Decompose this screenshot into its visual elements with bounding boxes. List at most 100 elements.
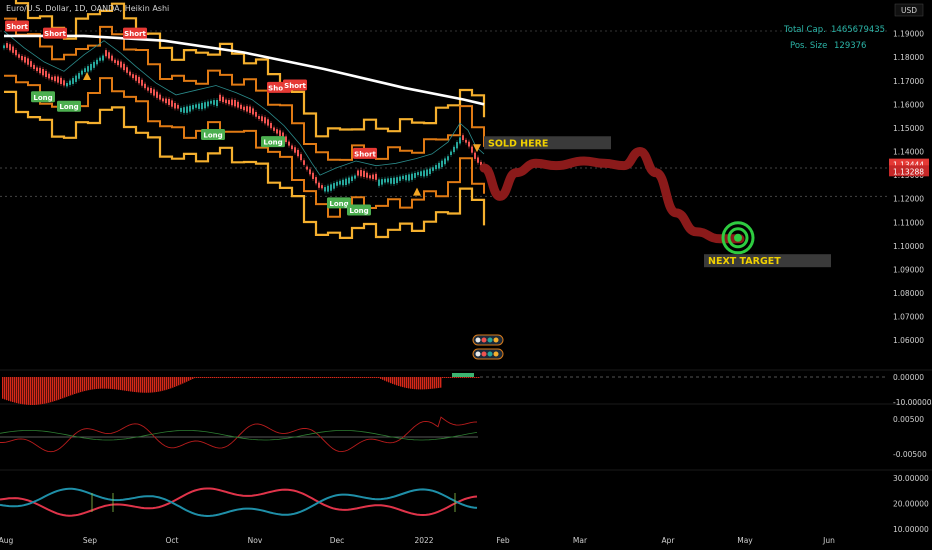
candle-body	[348, 177, 350, 184]
candle-body	[408, 174, 410, 181]
y-tick-label: 1.10000	[893, 242, 924, 251]
histogram-bar	[312, 377, 314, 378]
candle-body	[60, 77, 62, 85]
y-tick-label: 1.07000	[893, 313, 924, 322]
candle-body	[111, 55, 113, 61]
candle-body	[15, 49, 17, 56]
signal-label: Short	[44, 30, 66, 38]
histogram-bar	[468, 377, 470, 378]
histogram-bar	[452, 377, 454, 378]
histogram-bar	[220, 377, 222, 378]
candle-body	[318, 182, 320, 188]
histogram-bar	[450, 377, 452, 378]
candle-body	[75, 75, 77, 82]
histogram-bar	[326, 377, 328, 378]
histogram-bar	[224, 377, 226, 378]
candle-body	[345, 178, 347, 185]
candle-body	[258, 116, 260, 119]
histogram-bar	[260, 377, 262, 378]
histogram-bar	[186, 377, 188, 382]
histogram-bar	[262, 377, 264, 378]
y-tick-label: 1.16000	[893, 100, 924, 109]
x-tick-label: Mar	[573, 536, 588, 545]
short-signal: Short	[5, 20, 29, 32]
candle-body	[402, 175, 404, 180]
histogram-bar	[28, 377, 30, 405]
histogram-bar	[300, 377, 302, 378]
candle-body	[351, 176, 353, 182]
histogram-bar	[230, 377, 232, 378]
histogram-bar	[404, 377, 406, 388]
histogram-bar	[134, 377, 136, 393]
projection-path	[479, 147, 745, 244]
histogram-bar	[390, 377, 392, 384]
candle-body	[195, 104, 197, 108]
histogram-bar	[422, 377, 424, 390]
candle-body	[288, 141, 290, 146]
candle-body	[174, 103, 176, 109]
long-signal: Long	[261, 136, 285, 148]
histogram-bar	[424, 377, 426, 390]
indicator-dot-icon	[493, 337, 499, 343]
histogram-bar	[314, 377, 316, 378]
histogram-bar	[346, 377, 348, 378]
candle-body	[186, 106, 188, 113]
histogram-bar	[200, 377, 202, 378]
signal-label: Long	[263, 139, 282, 147]
histogram-bar	[12, 377, 14, 403]
candle-body	[300, 154, 302, 161]
histogram-bar	[190, 377, 192, 380]
candle-body	[333, 183, 335, 189]
upper-band-inner	[4, 17, 485, 161]
candle-body	[69, 80, 71, 85]
histogram-bar	[86, 377, 88, 391]
histogram-bar	[70, 377, 72, 396]
histogram-bar	[128, 377, 130, 392]
histogram-bar	[264, 377, 266, 378]
histogram-bar	[32, 377, 34, 405]
histogram-bar	[456, 377, 458, 378]
candle-body	[279, 130, 281, 137]
long-signal: Long	[31, 91, 55, 103]
rsi-tick-label: 30.00000	[893, 474, 929, 483]
histogram-bar	[244, 377, 246, 378]
currency-box	[894, 3, 924, 17]
candle-body	[366, 172, 368, 178]
histogram-bar	[254, 377, 256, 378]
histogram-bar	[454, 377, 456, 378]
histogram-bar	[464, 377, 466, 378]
candle-body	[231, 99, 233, 106]
total-cap-value: 1465679435	[831, 25, 885, 35]
histogram-bar	[48, 377, 50, 403]
histogram-bar	[212, 377, 214, 378]
histogram-bar	[414, 377, 416, 390]
target-ring-outer	[721, 221, 755, 255]
histogram-bar	[88, 377, 90, 391]
candle-body	[378, 179, 380, 186]
histogram-bar	[284, 377, 286, 378]
histogram-bar	[196, 377, 198, 378]
x-tick-label: May	[737, 536, 753, 545]
candle-body	[441, 160, 443, 168]
candle-body	[339, 180, 341, 185]
candle-body	[54, 76, 56, 82]
oscillator-signal-line	[0, 430, 478, 441]
candle-body	[105, 50, 107, 57]
long-signal: Long	[327, 197, 351, 209]
candle-body	[33, 64, 35, 69]
candle-body	[465, 139, 467, 143]
histogram-bar	[294, 377, 296, 378]
sold-arrow-icon	[473, 144, 481, 153]
histogram-bar	[394, 377, 396, 385]
histogram-bar	[178, 377, 180, 386]
histogram-bar	[94, 377, 96, 390]
candle-body	[219, 94, 221, 102]
histogram-bar	[214, 377, 216, 378]
candle-body	[336, 181, 338, 186]
candle-body	[450, 151, 452, 155]
histogram-bar	[236, 377, 238, 378]
candle-body	[39, 67, 41, 74]
macd-tick-label: -10.00000	[893, 398, 932, 407]
histogram-bar	[246, 377, 248, 378]
